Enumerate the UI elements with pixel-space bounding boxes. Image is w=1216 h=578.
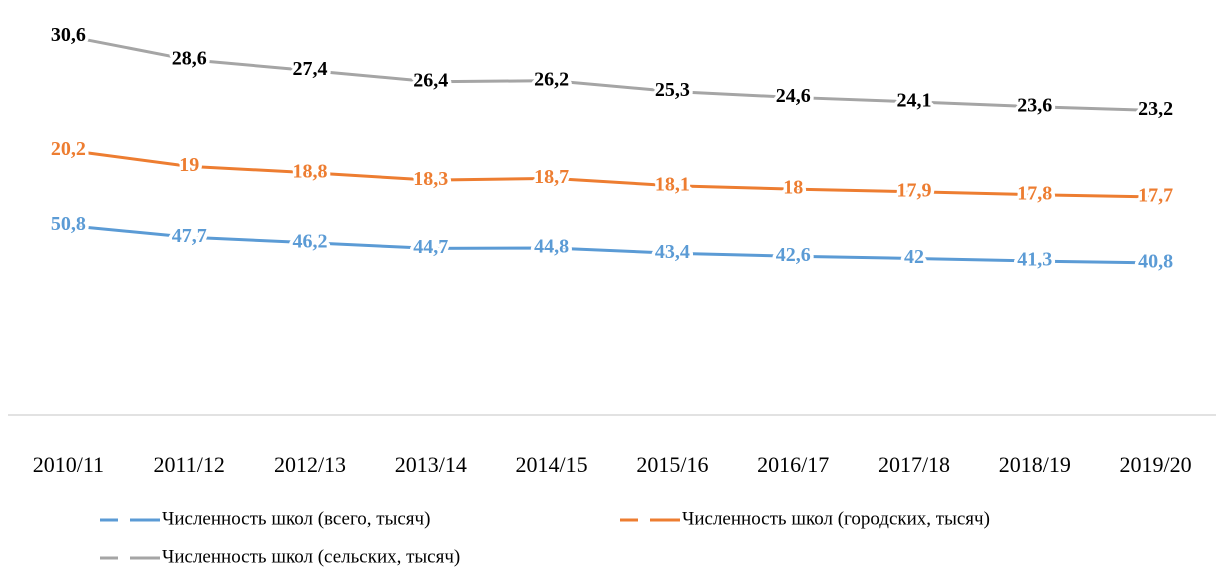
data-label: 50,8 bbox=[51, 213, 86, 235]
data-label: 44,8 bbox=[534, 236, 569, 258]
data-label: 30,6 bbox=[51, 24, 86, 46]
x-tick-label: 2010/11 bbox=[33, 452, 104, 477]
x-tick-label: 2013/14 bbox=[395, 452, 467, 477]
data-label: 26,4 bbox=[413, 69, 448, 91]
data-label: 20,2 bbox=[51, 138, 86, 160]
data-label: 25,3 bbox=[655, 79, 690, 101]
x-tick-label: 2018/19 bbox=[999, 452, 1071, 477]
data-label: 24,6 bbox=[776, 85, 811, 107]
legend-label: Численность школ (всего, тысяч) bbox=[162, 508, 430, 529]
data-label: 40,8 bbox=[1138, 251, 1173, 273]
data-label: 28,6 bbox=[172, 47, 207, 69]
series-line bbox=[68, 34, 1156, 112]
data-label: 18,3 bbox=[413, 168, 448, 190]
x-tick-label: 2016/17 bbox=[757, 452, 829, 477]
data-label: 44,7 bbox=[413, 236, 448, 258]
data-label: 18 bbox=[783, 177, 803, 199]
x-tick-label: 2014/15 bbox=[516, 452, 588, 477]
x-tick-label: 2019/20 bbox=[1120, 452, 1192, 477]
data-label: 18,1 bbox=[655, 173, 690, 195]
data-label: 18,7 bbox=[534, 166, 569, 188]
data-label: 46,2 bbox=[293, 230, 328, 252]
data-label: 47,7 bbox=[172, 225, 207, 247]
data-label: 17,8 bbox=[1017, 182, 1052, 204]
data-label: 42,6 bbox=[776, 244, 811, 266]
data-label: 27,4 bbox=[293, 58, 328, 80]
x-tick-label: 2011/12 bbox=[154, 452, 225, 477]
data-label: 24,1 bbox=[897, 90, 932, 112]
data-label: 43,4 bbox=[655, 241, 690, 263]
data-label: 23,6 bbox=[1017, 94, 1052, 116]
x-tick-label: 2012/13 bbox=[274, 452, 346, 477]
legend-label: Численность школ (городских, тысяч) bbox=[682, 508, 990, 529]
x-tick-label: 2017/18 bbox=[878, 452, 950, 477]
data-label: 26,2 bbox=[534, 68, 569, 90]
series-line bbox=[68, 148, 1156, 199]
legend-label: Численность школ (сельских, тысяч) bbox=[162, 546, 460, 567]
series-line bbox=[68, 224, 1156, 265]
data-label: 18,8 bbox=[293, 160, 328, 182]
x-tick-label: 2015/16 bbox=[636, 452, 708, 477]
data-label: 41,3 bbox=[1017, 249, 1052, 271]
data-label: 17,9 bbox=[897, 179, 932, 201]
data-label: 17,7 bbox=[1138, 185, 1173, 207]
data-label: 23,2 bbox=[1138, 98, 1173, 120]
data-label: 19 bbox=[179, 154, 199, 176]
data-label: 42 bbox=[904, 246, 924, 268]
